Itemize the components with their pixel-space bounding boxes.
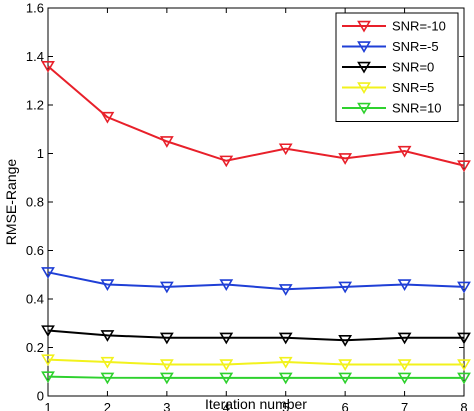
data-point-marker: [159, 281, 174, 294]
data-point-marker: [219, 359, 234, 372]
y-tick-label: 0.2: [26, 340, 44, 355]
data-point-marker: [41, 325, 55, 338]
legend-entry: SNR=-5: [342, 39, 439, 54]
data-point-marker: [278, 143, 293, 156]
series-snr-5: [41, 267, 471, 296]
x-tick-label: 8: [460, 400, 467, 411]
x-axis-label: Iteration number: [205, 396, 307, 411]
y-tick-label: 0.6: [26, 243, 44, 258]
legend-label: SNR=5: [392, 80, 434, 95]
y-tick-label: 0.8: [26, 195, 44, 210]
data-point-marker: [457, 372, 471, 385]
legend-label: SNR=-10: [392, 19, 446, 34]
data-point-marker: [219, 279, 234, 291]
y-tick-label: 0: [37, 389, 44, 404]
data-point-marker: [457, 281, 471, 294]
data-point-marker: [159, 136, 174, 148]
legend-entry: SNR=5: [342, 80, 434, 95]
axis-ticks: 1 2 3 4 5 6 7 8 0 0.2 0.4 0.6 0.8 1 1.2 1.4 1.6: [26, 1, 468, 411]
legend-marker: [357, 102, 371, 115]
y-tick-label: 1.2: [26, 98, 44, 113]
data-point-marker: [338, 372, 353, 385]
data-point-marker: [457, 160, 471, 173]
y-axis-label: RMSE-Range: [3, 159, 19, 246]
data-point-marker: [41, 354, 55, 367]
data-point-marker: [219, 332, 234, 345]
series-line: [47, 375, 464, 379]
data-point-marker: [397, 332, 412, 345]
x-tick-label: 4: [223, 400, 230, 411]
legend-label: SNR=10: [392, 101, 442, 116]
y-tick-label: 1.4: [26, 49, 44, 64]
series-line: [47, 65, 465, 167]
series-snr-10: [41, 60, 471, 173]
legend-entry: SNR=0: [342, 60, 434, 75]
data-point-marker: [100, 330, 115, 342]
series-snr-5: [41, 354, 471, 372]
data-point-marker: [278, 332, 293, 345]
y-tick-label: 1.6: [26, 1, 44, 16]
x-tick-label: 1: [44, 400, 51, 411]
data-point-marker: [457, 359, 471, 372]
legend-entry: SNR=10: [342, 101, 442, 116]
legend: SNR=-10 SNR=-5 SNR=0 SNR=5 SNR=10: [335, 12, 459, 122]
series-lines: [41, 60, 471, 385]
data-point-marker: [457, 332, 471, 345]
series-line: [47, 271, 465, 291]
legend-marker: [357, 20, 371, 33]
x-tick-label: 2: [104, 400, 111, 411]
x-tick-label: 6: [342, 400, 349, 411]
data-point-marker: [41, 60, 55, 73]
series-line: [47, 358, 464, 366]
data-point-marker: [397, 145, 412, 158]
legend-label: SNR=-5: [392, 39, 439, 54]
series-line: [47, 329, 464, 342]
legend-marker: [357, 41, 371, 54]
legend-marker: [357, 82, 371, 95]
data-point-marker: [338, 359, 353, 372]
data-point-marker: [278, 356, 293, 369]
data-point-marker: [338, 281, 353, 294]
data-point-marker: [338, 153, 353, 165]
x-tick-label: 5: [282, 400, 289, 411]
data-point-marker: [159, 332, 174, 345]
legend-marker: [357, 61, 371, 74]
data-point-marker: [397, 359, 412, 372]
data-point-marker: [100, 356, 115, 369]
x-tick-label: 7: [401, 400, 408, 411]
data-point-marker: [41, 267, 55, 279]
y-tick-label: 1: [37, 146, 44, 161]
series-snr-0: [41, 325, 471, 347]
data-point-marker: [100, 111, 115, 124]
data-point-marker: [278, 372, 293, 385]
legend-label: SNR=0: [392, 60, 434, 75]
data-point-marker: [219, 155, 234, 168]
data-point-marker: [278, 284, 293, 296]
data-point-marker: [159, 359, 174, 372]
x-tick-label: 3: [163, 400, 170, 411]
legend-entry: SNR=-10: [342, 19, 446, 34]
data-point-marker: [397, 372, 412, 385]
y-tick-label: 0.4: [26, 292, 44, 307]
series-snr-10: [41, 371, 471, 385]
data-point-marker: [338, 335, 353, 347]
data-point-marker: [159, 372, 174, 385]
data-point-marker: [219, 372, 234, 385]
data-point-marker: [100, 279, 115, 291]
data-point-marker: [397, 279, 412, 291]
data-point-marker: [100, 372, 115, 385]
data-point-marker: [41, 371, 55, 384]
